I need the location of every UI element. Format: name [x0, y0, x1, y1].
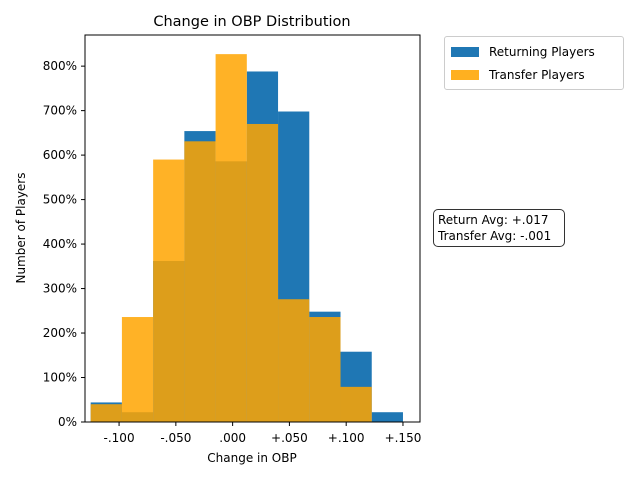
- transfer-bar: [309, 317, 341, 422]
- transfer-average-text: Transfer Avg: -.001: [438, 229, 552, 243]
- x-axis: -.100 -.050 .000 +.050 +.100 +.150: [104, 422, 422, 445]
- y-tick-label: 400%: [43, 237, 77, 251]
- y-tick-label: 100%: [43, 371, 77, 385]
- x-tick-label: -.100: [104, 431, 135, 445]
- x-tick-label: +.100: [328, 431, 365, 445]
- legend-swatch-transfer: [451, 70, 479, 80]
- chart-title: Change in OBP Distribution: [153, 14, 350, 30]
- transfer-bar: [184, 141, 216, 422]
- transfer-bar: [340, 386, 372, 422]
- x-axis-label: Change in OBP: [207, 451, 296, 465]
- transfer-bar: [215, 54, 247, 422]
- transfer-bar: [246, 123, 279, 422]
- x-tick-label: -.050: [160, 431, 191, 445]
- legend-swatch-returning: [451, 47, 479, 57]
- x-tick-label: .000: [219, 431, 246, 445]
- transfer-bar: [278, 299, 310, 422]
- y-axis: 0% 100% 200% 300% 400% 500% 600% 700% 800%: [43, 59, 85, 429]
- return-average-text: Return Avg: +.017: [438, 213, 549, 227]
- y-tick-label: 800%: [43, 59, 77, 73]
- transfer-bar: [153, 159, 185, 423]
- y-tick-label: 600%: [43, 148, 77, 162]
- transfer-bar: [121, 317, 154, 422]
- legend-label-transfer: Transfer Players: [489, 68, 585, 82]
- legend: Returning Players Transfer Players: [444, 36, 624, 90]
- transfer-bar: [90, 404, 122, 422]
- y-tick-label: 500%: [43, 193, 77, 207]
- y-tick-label: 700%: [43, 104, 77, 118]
- transfer-bars: [90, 54, 372, 423]
- legend-label-returning: Returning Players: [489, 45, 595, 59]
- y-tick-label: 300%: [43, 282, 77, 296]
- y-tick-label: 0%: [58, 415, 77, 429]
- y-axis-label: Number of Players: [14, 173, 28, 284]
- x-tick-label: +.050: [271, 431, 308, 445]
- x-tick-label: +.150: [385, 431, 422, 445]
- plot-frame: [84, 34, 421, 423]
- y-tick-label: 200%: [43, 326, 77, 340]
- average-stats-box: Return Avg: +.017 Transfer Avg: -.001: [433, 209, 565, 247]
- returning-bar: [371, 412, 403, 422]
